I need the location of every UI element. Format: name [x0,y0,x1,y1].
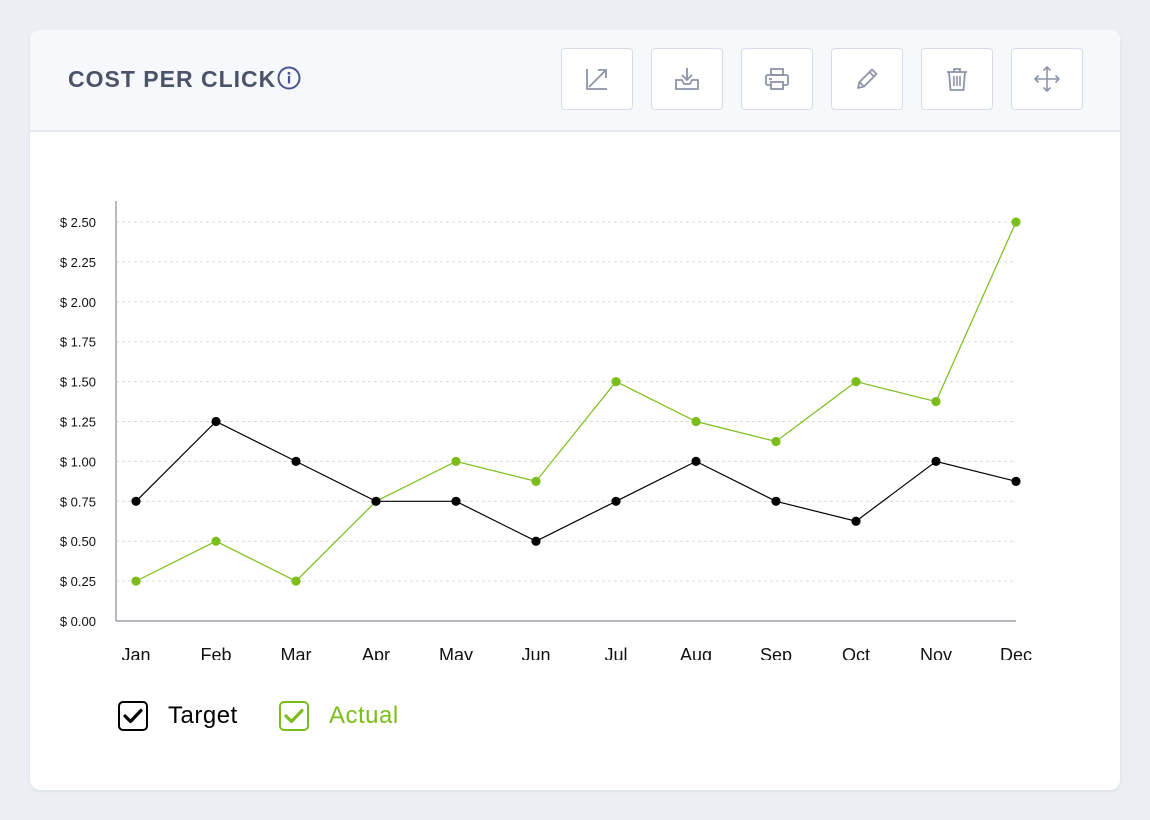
trend-arrow-icon [586,69,607,90]
data-point-target [531,536,541,546]
trash-icon [947,68,967,91]
x-tick-label: Jun [521,645,550,660]
legend-item-actual[interactable]: Actual [279,698,399,734]
data-point-actual [451,456,461,466]
x-tick-label: Oct [842,645,870,660]
y-tick-label: $ 2.25 [60,255,96,270]
edit-button[interactable] [831,48,903,110]
legend-label-target: Target [168,702,238,729]
data-point-actual [691,416,701,427]
cost-per-click-card: COST PER CLICK [30,30,1120,790]
x-tick-label: Jan [121,645,150,660]
data-point-target [931,456,941,466]
check-icon [123,708,143,724]
y-tick-label: $ 0.00 [60,614,96,629]
data-point-actual [931,396,941,407]
target-checkbox[interactable] [118,701,148,731]
data-point-target [451,496,461,506]
data-point-actual [211,536,221,546]
data-point-target [371,496,381,506]
data-point-target [851,516,861,526]
legend-label-actual: Actual [329,702,399,729]
data-point-actual [851,377,861,387]
x-tick-label: Sep [760,645,792,660]
pencil-icon [857,68,878,89]
legend-item-target[interactable]: Target [118,698,238,734]
info-icon[interactable] [277,66,301,90]
x-tick-label: Apr [362,645,390,660]
x-tick-label: Feb [200,645,231,660]
data-point-target [1011,476,1021,486]
series-line-target [135,420,1017,542]
data-point-actual [1011,217,1021,227]
data-point-actual [531,476,541,486]
data-point-target [291,456,301,466]
data-point-target [131,496,141,506]
x-tick-label: Jul [604,645,627,660]
expand-chart-button[interactable] [561,48,633,110]
y-tick-label: $ 0.25 [60,574,96,589]
x-tick-label: Aug [680,645,712,660]
move-arrows-icon [1033,65,1061,93]
y-tick-label: $ 1.25 [60,415,96,430]
data-point-actual [131,576,141,586]
x-tick-label: Mar [281,645,312,660]
check-icon [284,708,304,724]
y-tick-label: $ 1.75 [60,335,96,350]
move-button[interactable] [1011,48,1083,110]
actual-checkbox[interactable] [279,701,309,731]
data-point-actual [771,436,781,447]
y-tick-label: $ 2.50 [60,215,96,230]
y-tick-label: $ 2.00 [60,295,96,310]
x-tick-label: Nov [920,645,952,660]
y-tick-label: $ 0.50 [60,534,96,549]
chart-svg: $ 0.00 $ 0.25 $ 0.50 $ 0.75 $ 1.00 $ 1.25 $ 1.… [60,201,1032,660]
download-tray-icon [675,68,699,90]
y-tick-label: $ 0.75 [60,494,96,509]
data-point-target [211,416,221,427]
line-chart: $ 0.00 $ 0.25 $ 0.50 $ 0.75 $ 1.00 $ 1.25 $ 1.… [30,160,1120,660]
printer-icon [765,68,789,90]
y-tick-label: $ 1.50 [60,375,96,390]
print-button[interactable] [741,48,813,110]
x-tick-label: Dec [1000,645,1032,660]
data-point-target [611,496,621,506]
download-button[interactable] [651,48,723,110]
data-point-actual [611,377,621,387]
card-title: COST PER CLICK [68,66,277,92]
delete-button[interactable] [921,48,993,110]
card-header: COST PER CLICK [30,30,1120,132]
x-tick-label: May [439,645,473,660]
data-point-target [771,496,781,506]
y-tick-label: $ 1.00 [60,454,96,469]
data-point-target [691,456,701,466]
series-line-actual [135,221,1017,582]
data-point-actual [291,576,301,586]
